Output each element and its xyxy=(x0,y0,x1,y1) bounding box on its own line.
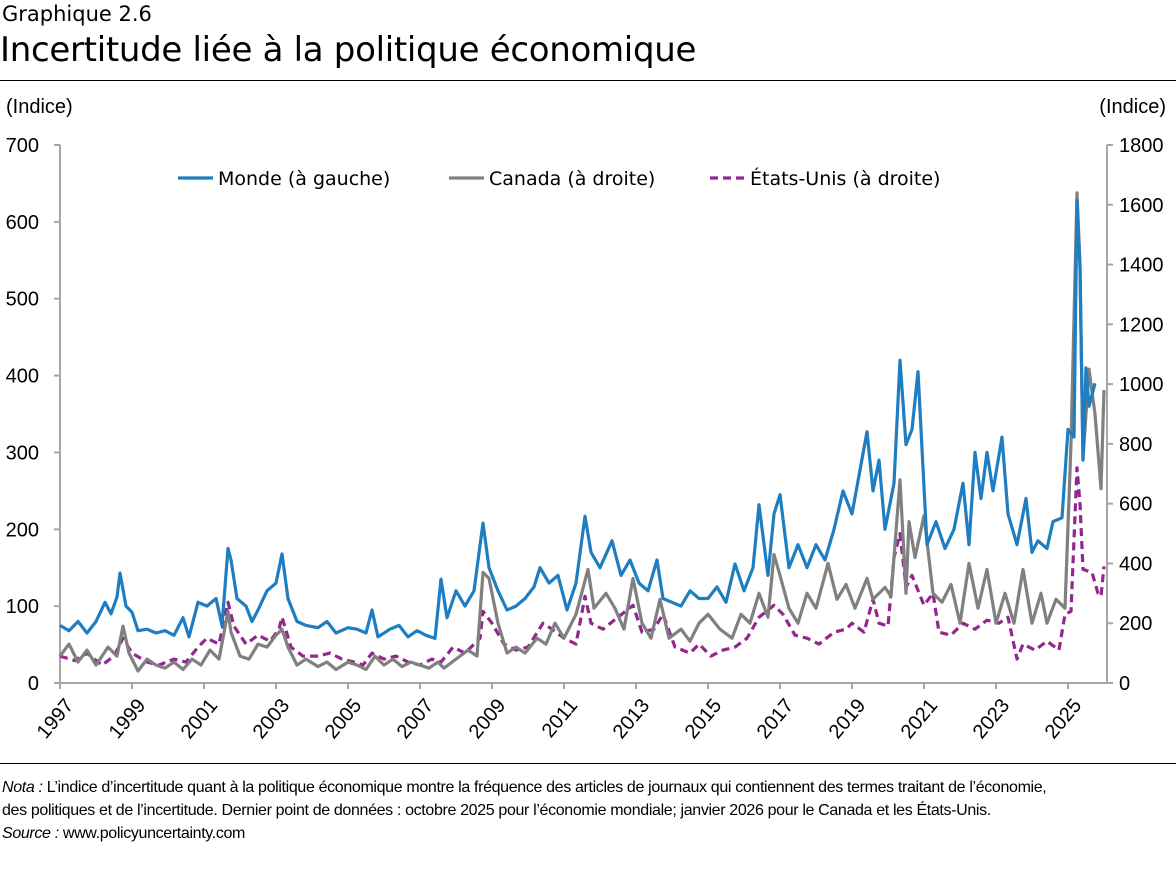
right-tick-label: 1400 xyxy=(1119,255,1164,277)
series-line-monde xyxy=(59,198,1097,640)
legend: Monde (à gauche) Canada (à droite) États-U… xyxy=(178,167,940,190)
left-tick-label: 300 xyxy=(6,442,39,464)
right-tick-label: 1200 xyxy=(1119,314,1164,336)
legend-label-etats-unis: États-Unis (à droite) xyxy=(750,167,940,190)
source-text: www.policyuncertainty.com xyxy=(58,825,246,842)
left-axis-unit: (Indice) xyxy=(6,96,73,118)
left-tick-label: 500 xyxy=(6,289,39,311)
right-axis-unit: (Indice) xyxy=(1099,96,1166,118)
left-tick-label: 700 xyxy=(6,135,39,157)
right-tick-label: 600 xyxy=(1119,494,1152,516)
chart-notes: Nota : L’indice d’incertitude quant à la… xyxy=(2,776,1047,845)
right-tick-label: 1800 xyxy=(1119,135,1164,157)
title-divider xyxy=(0,80,1176,81)
left-tick-label: 100 xyxy=(6,596,39,618)
right-tick-label: 0 xyxy=(1119,673,1130,695)
x-tick-label: 2015 xyxy=(681,695,726,743)
left-tick-label: 400 xyxy=(6,366,39,388)
x-tick-label: 2009 xyxy=(465,695,510,743)
x-tick-label: 2013 xyxy=(609,695,654,743)
left-tick-label: 0 xyxy=(28,673,39,695)
legend-label-monde: Monde (à gauche) xyxy=(218,168,390,190)
nota-label: Nota : xyxy=(2,779,43,796)
legend-label-canada: Canada (à droite) xyxy=(489,168,655,190)
right-tick-label: 400 xyxy=(1119,553,1152,575)
x-tick-label: 2007 xyxy=(393,695,438,743)
x-tick-label: 2005 xyxy=(321,695,366,743)
x-tick-label: 1999 xyxy=(105,695,150,743)
x-tick-label: 2025 xyxy=(1041,695,1086,743)
notes-divider xyxy=(0,763,1176,764)
x-tick-label: 2003 xyxy=(249,695,294,743)
series-line-etats-unis xyxy=(59,466,1106,667)
x-tick-label: 1997 xyxy=(33,695,78,743)
x-tick-label: 2023 xyxy=(969,695,1014,743)
x-tick-label: 2017 xyxy=(753,695,798,743)
chart-plot: 0 100 200 300 400 500 600 700 0 200 400 600 800 1000 1… xyxy=(6,135,1164,743)
nota-text-1: L’indice d’incertitude quant à la politi… xyxy=(42,779,1047,796)
left-tick-label: 200 xyxy=(6,519,39,541)
x-tick-label: 2021 xyxy=(897,695,942,743)
x-tick-label: 2001 xyxy=(177,695,222,743)
source-label: Source : xyxy=(2,825,59,842)
chart-kicker: Graphique 2.6 xyxy=(2,2,152,26)
x-tick-label: 2019 xyxy=(825,695,870,743)
left-tick-label: 600 xyxy=(6,212,39,234)
right-tick-label: 200 xyxy=(1119,613,1152,635)
right-tick-label: 800 xyxy=(1119,434,1152,456)
series-line-canada xyxy=(58,191,1106,673)
right-tick-label: 1600 xyxy=(1119,195,1164,217)
chart-title: Incertitude liée à la politique économiq… xyxy=(0,30,697,70)
right-tick-label: 1000 xyxy=(1119,374,1164,396)
x-tick-label: 2011 xyxy=(538,695,583,742)
nota-text-2: des politiques et de l’incertitude. Dern… xyxy=(2,802,991,819)
